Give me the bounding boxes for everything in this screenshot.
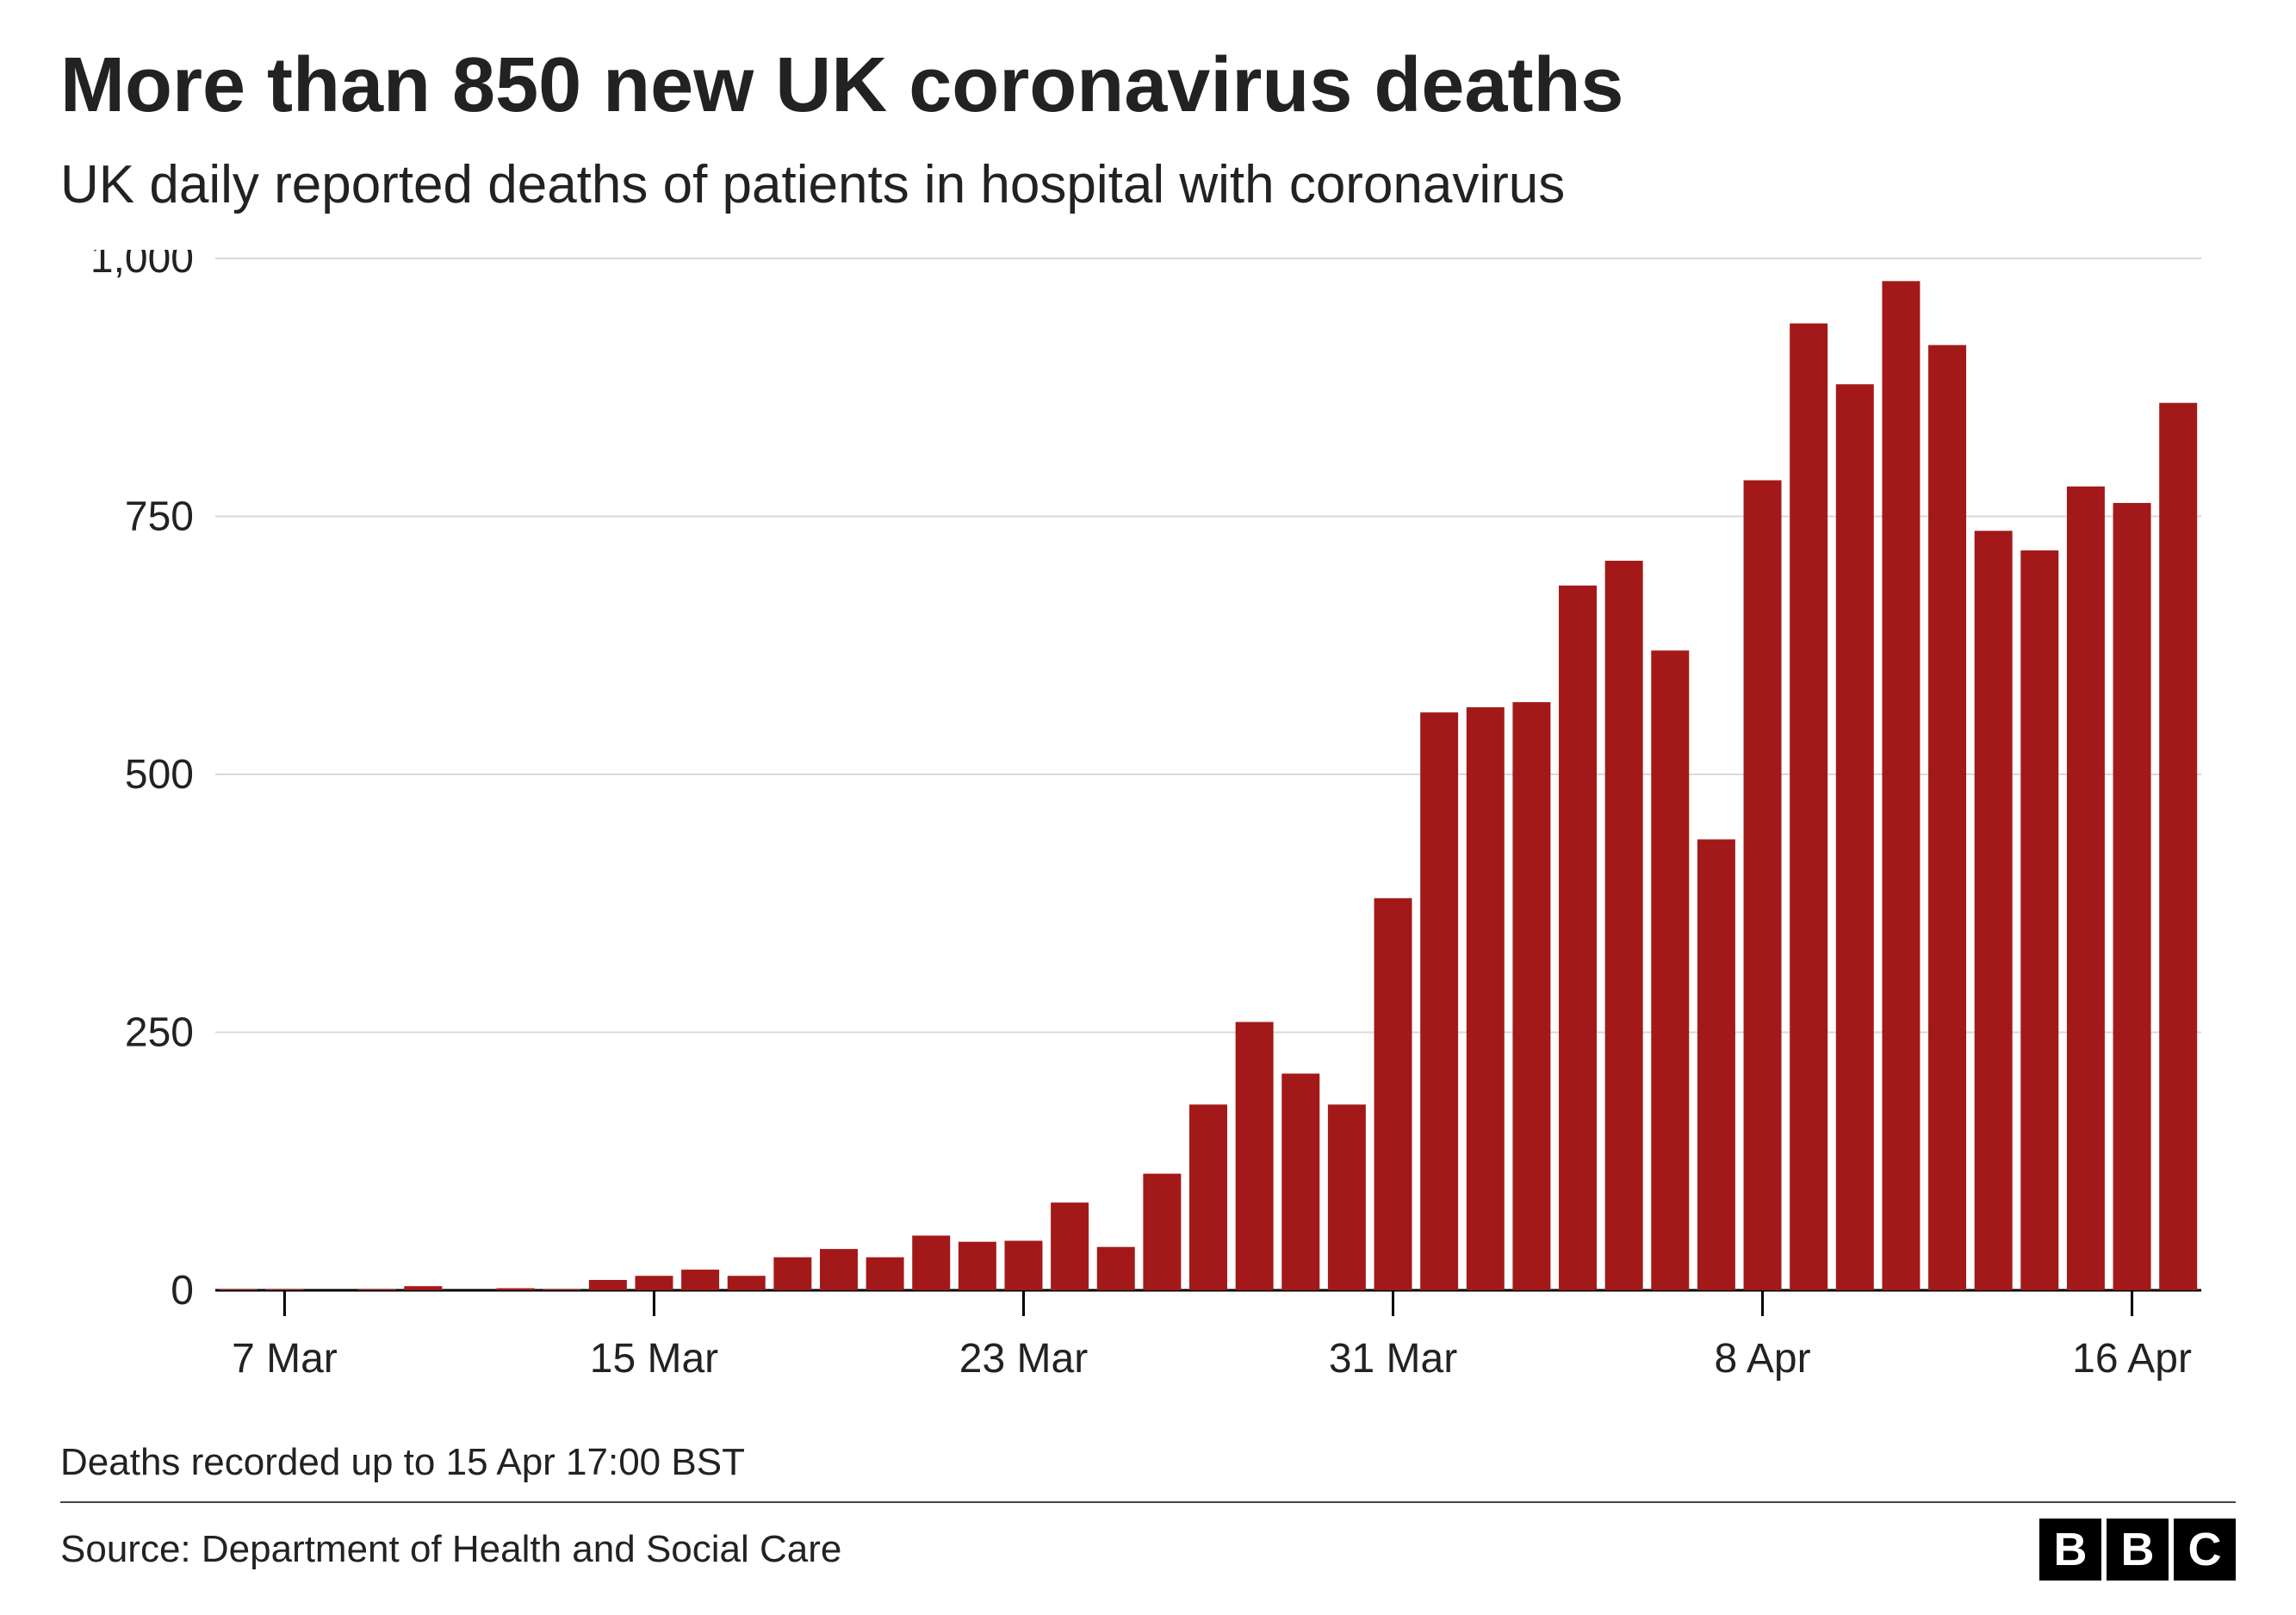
bar bbox=[773, 1258, 811, 1290]
bar bbox=[1420, 712, 1458, 1290]
bar bbox=[265, 1289, 303, 1290]
bar bbox=[589, 1280, 627, 1290]
x-axis-label: 8 Apr bbox=[1714, 1336, 1810, 1382]
bar bbox=[1189, 1104, 1227, 1290]
bbc-logo-c: C bbox=[2174, 1519, 2236, 1581]
bar bbox=[497, 1289, 535, 1290]
bar bbox=[1328, 1104, 1366, 1290]
bar bbox=[2113, 503, 2151, 1290]
source-label: Source: Department of Health and Social … bbox=[60, 1528, 841, 1571]
y-axis-label: 250 bbox=[125, 1010, 194, 1056]
bbc-logo: B B C bbox=[2039, 1519, 2236, 1581]
chart-title: More than 850 new UK coronavirus deaths bbox=[60, 43, 2236, 128]
bar bbox=[1467, 707, 1505, 1290]
x-axis-label: 23 Mar bbox=[959, 1336, 1088, 1382]
bar bbox=[866, 1258, 904, 1290]
bar bbox=[1928, 345, 1966, 1290]
bar bbox=[1697, 839, 1735, 1290]
source-row: Source: Department of Health and Social … bbox=[60, 1501, 2236, 1581]
bar bbox=[358, 1289, 396, 1290]
bar bbox=[1005, 1240, 1043, 1290]
bar bbox=[728, 1276, 766, 1290]
bar bbox=[1143, 1174, 1181, 1290]
bar bbox=[1836, 384, 1874, 1290]
bar bbox=[1790, 323, 1827, 1290]
bar bbox=[1097, 1247, 1135, 1290]
bar-chart-svg: 0 250 500 750 1,000 7 Mar 15 Mar 23 Mar 31 Mar 8 … bbox=[60, 250, 2236, 1419]
y-axis-label: 1,000 bbox=[90, 250, 194, 282]
bar bbox=[1236, 1022, 1274, 1290]
bar bbox=[912, 1236, 950, 1290]
bar bbox=[1051, 1202, 1089, 1290]
y-axis-label: 750 bbox=[125, 494, 194, 540]
bar bbox=[1281, 1073, 1319, 1290]
bar bbox=[2020, 550, 2058, 1290]
x-axis-label: 15 Mar bbox=[590, 1336, 718, 1382]
bar bbox=[1512, 702, 1550, 1290]
bar bbox=[1744, 481, 1782, 1290]
y-axis-label: 500 bbox=[125, 752, 194, 798]
bar bbox=[220, 1289, 258, 1290]
chart-footnote: Deaths recorded up to 15 Apr 17:00 BST bbox=[60, 1419, 2236, 1501]
bar bbox=[1975, 531, 2013, 1290]
x-axis-label: 7 Mar bbox=[232, 1336, 338, 1382]
bar bbox=[1882, 281, 1920, 1290]
bar bbox=[820, 1249, 858, 1290]
bar bbox=[959, 1242, 996, 1290]
bar bbox=[1605, 561, 1643, 1290]
bar bbox=[1374, 898, 1412, 1290]
chart-subtitle: UK daily reported deaths of patients in … bbox=[60, 154, 2236, 215]
bar bbox=[635, 1276, 673, 1290]
x-axis-label: 16 Apr bbox=[2072, 1336, 2192, 1382]
bar bbox=[2159, 403, 2197, 1290]
y-axis-label: 0 bbox=[171, 1268, 194, 1314]
bar bbox=[543, 1289, 580, 1290]
bar bbox=[681, 1270, 719, 1290]
bar bbox=[2067, 487, 2105, 1290]
bbc-logo-b1: B bbox=[2039, 1519, 2101, 1581]
bar bbox=[404, 1286, 442, 1290]
chart-area: 0 250 500 750 1,000 7 Mar 15 Mar 23 Mar 31 Mar 8 … bbox=[60, 250, 2236, 1419]
bar bbox=[1559, 586, 1597, 1290]
bbc-logo-b2: B bbox=[2107, 1519, 2169, 1581]
bar bbox=[1651, 650, 1689, 1290]
x-axis-label: 31 Mar bbox=[1329, 1336, 1457, 1382]
